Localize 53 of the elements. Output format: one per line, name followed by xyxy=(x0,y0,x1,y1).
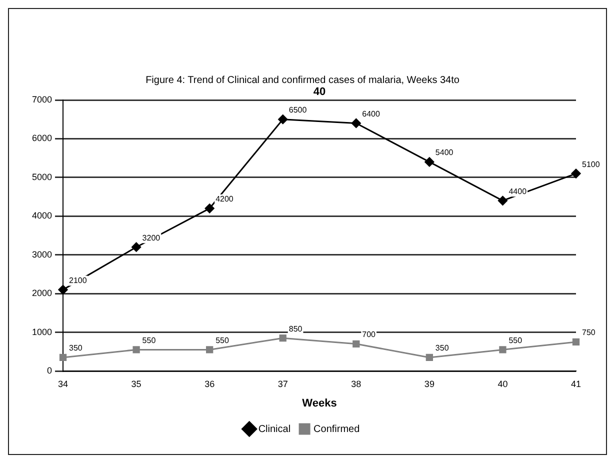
y-tick-label: 7000 xyxy=(32,94,52,104)
point xyxy=(499,346,506,354)
data-label: 550 xyxy=(142,336,156,345)
data-label: 550 xyxy=(508,336,523,345)
point xyxy=(132,346,140,354)
data-label: 6400 xyxy=(362,109,380,118)
data-label: 700 xyxy=(362,330,376,340)
x-tick-label: 41 xyxy=(570,378,582,389)
x-tick-label: 38 xyxy=(351,378,362,389)
data-label: 350 xyxy=(69,344,83,353)
data-label: 850 xyxy=(288,324,303,334)
data-label: 4400 xyxy=(508,186,528,196)
x-tick-label: 40 xyxy=(498,378,508,389)
point xyxy=(424,157,434,167)
point xyxy=(58,284,68,294)
data-label: 750 xyxy=(582,328,596,338)
point xyxy=(132,242,142,252)
data-label: 6500 xyxy=(288,106,308,115)
data-label: 350 xyxy=(435,344,450,353)
y-tick-label: 2000 xyxy=(32,288,52,298)
point xyxy=(278,114,288,124)
x-tick-label: 36 xyxy=(204,378,215,389)
x-tick-label: 37 xyxy=(278,378,288,389)
data-label: 550 xyxy=(216,336,230,345)
point xyxy=(59,354,67,362)
point xyxy=(572,338,580,346)
point xyxy=(351,118,361,128)
point xyxy=(498,196,508,206)
point xyxy=(352,340,360,348)
point xyxy=(204,204,214,214)
y-tick-label: 6000 xyxy=(32,133,52,144)
y-tick-label: 0 xyxy=(47,365,52,376)
x-tick-label: 35 xyxy=(131,378,142,389)
data-label: 5400 xyxy=(435,148,454,158)
point xyxy=(206,346,214,354)
point xyxy=(426,354,434,362)
data-label: 2100 xyxy=(69,276,88,285)
data-label: 3200 xyxy=(142,233,161,242)
point xyxy=(279,334,286,342)
y-tick-label: 3000 xyxy=(32,249,52,260)
data-label: 5100 xyxy=(582,160,600,169)
legend-label: Confirmed xyxy=(314,424,360,435)
x-axis-title: Weeks xyxy=(302,397,337,410)
y-tick-label: 5000 xyxy=(32,172,52,182)
chart-title: Figure 4: Trend of Clinical and confirmed cases of malaria, Weeks 34to xyxy=(146,74,460,86)
x-tick-label: 34 xyxy=(58,378,68,389)
y-tick-label: 1000 xyxy=(32,326,52,337)
legend-label: Clinical xyxy=(258,424,291,435)
data-label: 4200 xyxy=(216,194,234,204)
y-tick-label: 4000 xyxy=(32,210,52,221)
point xyxy=(571,168,581,178)
text: 40 xyxy=(313,86,326,98)
x-tick-label: 39 xyxy=(424,378,434,389)
